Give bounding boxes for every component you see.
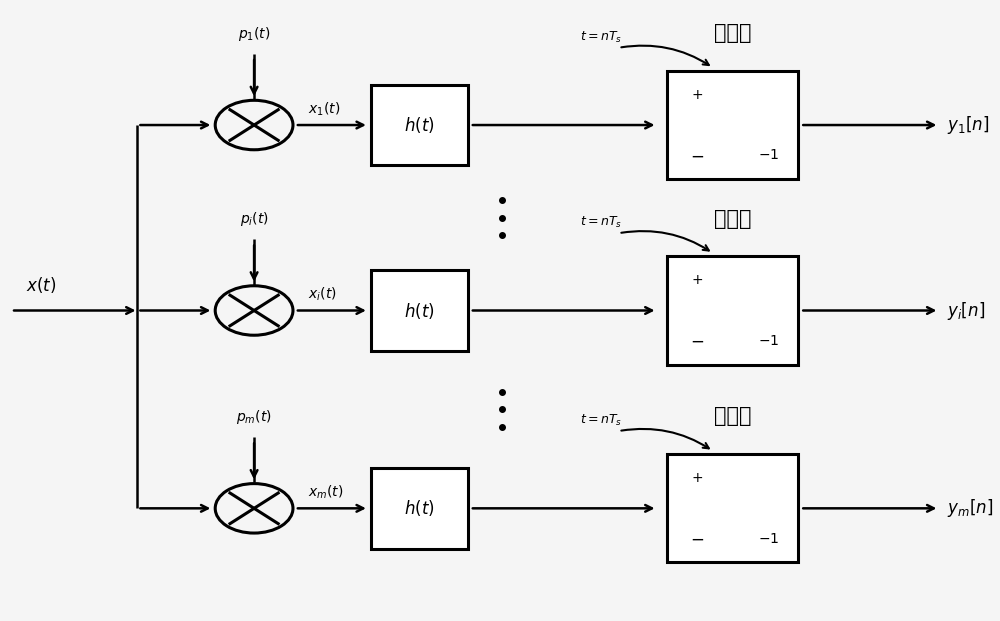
Text: 比较器: 比较器	[714, 23, 752, 43]
Text: $-1$: $-1$	[758, 532, 779, 546]
Text: $t=nT_s$: $t=nT_s$	[580, 413, 622, 428]
Text: $p_{m}(t)$: $p_{m}(t)$	[236, 408, 272, 426]
Text: $p_{i}(t)$: $p_{i}(t)$	[240, 211, 269, 229]
Text: $p_{1}(t)$: $p_{1}(t)$	[238, 25, 270, 43]
Text: 比较器: 比较器	[714, 406, 752, 427]
Text: $t=nT_s$: $t=nT_s$	[580, 215, 622, 230]
Text: $-1$: $-1$	[758, 148, 779, 162]
Text: $+$: $+$	[691, 471, 703, 485]
Bar	[667, 71, 798, 179]
Bar	[667, 454, 798, 563]
Text: $x_{i}(t)$: $x_{i}(t)$	[308, 286, 336, 303]
Bar	[371, 85, 468, 165]
Text: $+$: $+$	[691, 273, 703, 287]
Text: $y_{m}[n]$: $y_{m}[n]$	[947, 497, 993, 519]
Text: $+$: $+$	[691, 88, 703, 102]
Text: $t=nT_s$: $t=nT_s$	[580, 30, 622, 45]
Bar	[371, 270, 468, 351]
Text: $-$: $-$	[690, 530, 704, 548]
Bar	[371, 468, 468, 548]
Text: $h(t)$: $h(t)$	[404, 498, 435, 519]
Text: $x_{m}(t)$: $x_{m}(t)$	[308, 484, 343, 501]
Text: 比较器: 比较器	[714, 209, 752, 229]
Bar	[667, 256, 798, 365]
Text: $y_{1}[n]$: $y_{1}[n]$	[947, 114, 989, 136]
Text: $x(t)$: $x(t)$	[26, 275, 56, 295]
Text: $y_{i}[n]$: $y_{i}[n]$	[947, 299, 985, 322]
Text: $-1$: $-1$	[758, 334, 779, 348]
Text: $x_{1}(t)$: $x_{1}(t)$	[308, 100, 340, 117]
Text: $h(t)$: $h(t)$	[404, 301, 435, 320]
Text: $-$: $-$	[690, 147, 704, 165]
Text: $-$: $-$	[690, 332, 704, 350]
Text: $h(t)$: $h(t)$	[404, 115, 435, 135]
